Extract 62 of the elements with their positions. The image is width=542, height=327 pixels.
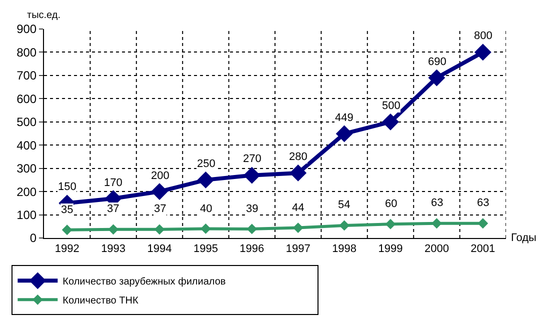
data-label: 39 (246, 203, 258, 215)
point (336, 125, 353, 142)
x-tick-label: 1999 (378, 243, 403, 256)
data-label: 63 (431, 197, 444, 209)
x-tick-label: 2001 (470, 243, 496, 256)
y-tick-label: 700 (16, 68, 37, 83)
point (246, 224, 258, 234)
point (292, 222, 304, 233)
data-label: 44 (292, 202, 304, 214)
data-label: 449 (335, 112, 354, 124)
y-tick-label: 200 (16, 184, 37, 199)
point (385, 218, 396, 230)
point (243, 166, 260, 184)
point (474, 44, 492, 61)
data-label: 40 (200, 203, 212, 215)
x-tick-label: 1992 (54, 243, 80, 256)
x-tick-label: 1995 (193, 243, 218, 256)
legend-label: Количество ТНК (62, 296, 138, 307)
point (62, 224, 72, 236)
x-tick-label: 2000 (424, 243, 449, 256)
y-tick-label: 900 (16, 22, 37, 36)
data-label: 60 (385, 198, 398, 210)
data-label: 54 (338, 199, 350, 211)
data-label: 280 (289, 151, 308, 163)
y-tick-label: 100 (16, 208, 37, 222)
data-label: 200 (151, 170, 170, 182)
point (478, 218, 488, 229)
point (290, 164, 307, 182)
point (108, 224, 118, 235)
point (428, 69, 446, 86)
data-label: 170 (104, 177, 122, 189)
y-axis-title: тыс.ед. (27, 10, 61, 21)
point (339, 220, 350, 231)
data-label: 37 (107, 203, 120, 215)
point (432, 218, 442, 229)
data-label: 150 (58, 181, 76, 193)
legend-label: Количество зарубежных филиалов (62, 276, 226, 288)
point (151, 183, 168, 200)
y-tick-label: 300 (16, 162, 37, 176)
data-label: 250 (197, 158, 216, 170)
data-label: 63 (477, 197, 490, 209)
y-tick-label: 600 (16, 92, 37, 106)
data-label: 270 (243, 153, 262, 165)
data-label: 37 (154, 203, 166, 215)
y-tick-label: 0 (30, 231, 37, 246)
point (197, 171, 214, 188)
x-axis-title: Годы (511, 232, 537, 244)
y-tick-label: 800 (16, 45, 37, 60)
y-tick-label: 400 (16, 138, 37, 152)
x-tick-label: 1996 (240, 243, 264, 256)
x-tick-label: 1997 (286, 243, 310, 256)
data-label: 800 (474, 30, 492, 42)
x-tick-label: 1994 (147, 243, 172, 256)
point (382, 113, 399, 130)
y-tick-label: 500 (16, 115, 37, 130)
x-tick-label: 1993 (101, 243, 126, 256)
data-label: 500 (382, 100, 400, 112)
point (154, 224, 165, 235)
x-tick-label: 1998 (332, 243, 357, 256)
data-label: 690 (428, 56, 446, 68)
data-label: 35 (61, 204, 74, 216)
point (200, 224, 211, 234)
